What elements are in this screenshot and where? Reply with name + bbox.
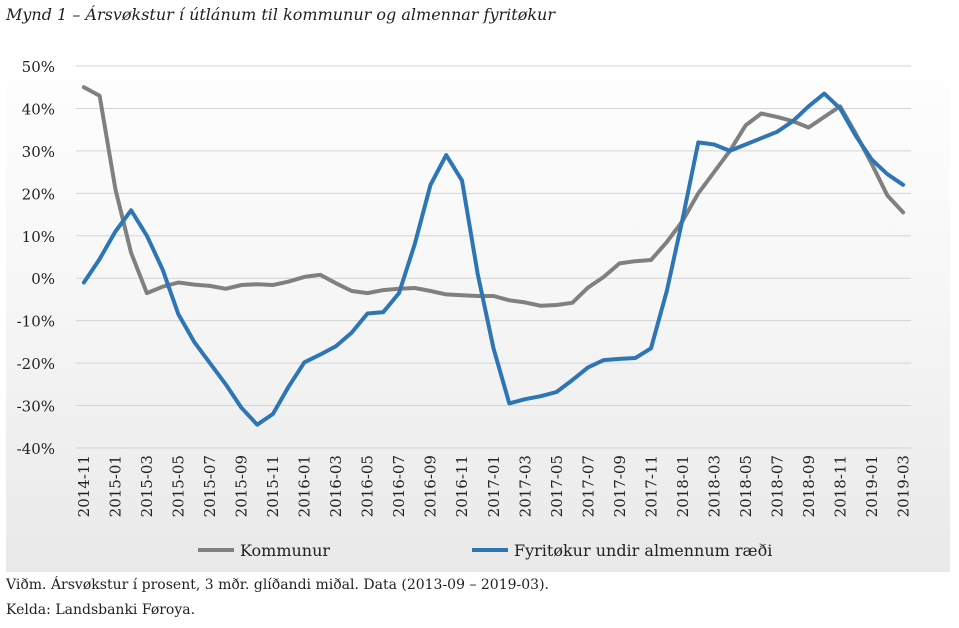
x-tick-label: 2018-07 (768, 455, 786, 517)
x-tick-label: 2017-09 (611, 455, 629, 517)
x-tick-label: 2017-05 (548, 455, 566, 517)
x-tick-label: 2018-09 (800, 455, 818, 517)
y-tick-label: 10% (22, 228, 55, 246)
y-tick-label: -30% (17, 398, 55, 416)
y-tick-label: -20% (17, 355, 55, 373)
y-tick-label: -10% (17, 313, 55, 331)
x-tick-label: 2015-01 (107, 455, 125, 517)
x-tick-label: 2017-11 (642, 455, 660, 517)
x-tick-label: 2017-03 (516, 455, 534, 517)
series-line-kommunur (81, 85, 906, 308)
x-tick-label: 2019-03 (894, 455, 912, 517)
x-tick-label: 2018-11 (831, 455, 849, 517)
footnote-method: Viðm. Ársvøkstur í prosent, 3 mðr. glíða… (6, 577, 549, 593)
x-tick-label: 2015-09 (233, 455, 251, 517)
y-tick-label: 20% (22, 185, 55, 203)
x-tick-label: 2015-07 (201, 455, 219, 517)
x-tick-label: 2018-05 (737, 455, 755, 517)
chart-panel: 50% 40% 30% 20% 10% 0% -10% -20% -30% -40% 2014-11… (6, 36, 950, 572)
x-tick-label: 2015-03 (138, 455, 156, 517)
x-tick-label: 2016-07 (390, 455, 408, 517)
x-tick-label: 2018-03 (705, 455, 723, 517)
x-tick-label: 2016-05 (359, 455, 377, 517)
line-chart: 50% 40% 30% 20% 10% 0% -10% -20% -30% -40% 2014-11… (17, 58, 913, 560)
x-tick-label: 2016-01 (296, 455, 314, 517)
legend-label: Fyritøkur undir almennum ræði (514, 541, 772, 560)
x-tick-label: 2016-11 (453, 455, 471, 517)
footnote-source: Kelda: Landsbanki Føroya. (6, 602, 196, 618)
figure-title: Mynd 1 – Ársvøkstur í útlánum til kommun… (6, 5, 555, 24)
x-tick-label: 2014-11 (75, 455, 93, 517)
series-line-fyritokur (81, 91, 906, 427)
x-tick-label: 2015-05 (170, 455, 188, 517)
x-tick-label: 2019-01 (863, 455, 881, 517)
y-tick-label: -40% (17, 440, 55, 458)
x-tick-label: 2016-09 (422, 455, 440, 517)
x-tick-label: 2018-01 (674, 455, 692, 517)
y-tick-label: 40% (22, 100, 55, 118)
legend-label: Kommunur (240, 541, 330, 560)
y-tick-label: 50% (22, 58, 55, 76)
x-tick-label: 2015-11 (264, 455, 282, 517)
x-tick-label: 2017-01 (485, 455, 503, 517)
x-tick-label: 2016-03 (327, 455, 345, 517)
y-tick-label: 0% (31, 270, 55, 288)
x-tick-label: 2017-07 (579, 455, 597, 517)
y-tick-label: 30% (22, 143, 55, 161)
